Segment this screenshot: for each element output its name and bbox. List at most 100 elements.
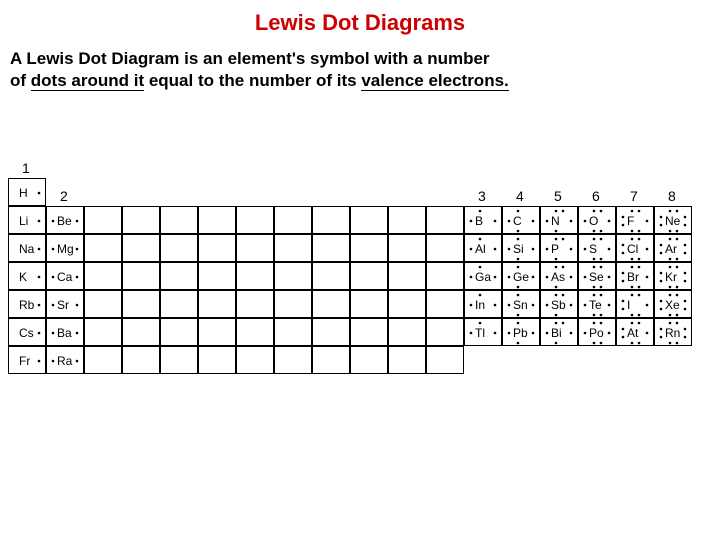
empty-cell <box>84 346 122 374</box>
empty-cell <box>236 206 274 234</box>
element-symbol: Pb <box>513 326 528 340</box>
element-cell-p: P <box>540 234 578 262</box>
element-cell-in: In <box>464 290 502 318</box>
empty-cell <box>198 206 236 234</box>
element-cell-ga: Ga <box>464 262 502 290</box>
element-symbol: Li <box>19 214 28 228</box>
element-symbol: Cl <box>627 242 638 256</box>
element-symbol: Rn <box>665 326 680 340</box>
element-symbol: H <box>19 186 28 200</box>
element-cell-o: O <box>578 206 616 234</box>
empty-cell <box>84 206 122 234</box>
empty-cell <box>274 290 312 318</box>
column-header: 5 <box>554 188 562 204</box>
empty-cell <box>236 318 274 346</box>
element-symbol: Po <box>589 326 604 340</box>
element-cell-te: Te <box>578 290 616 318</box>
empty-cell <box>312 290 350 318</box>
element-cell-se: Se <box>578 262 616 290</box>
element-symbol: Si <box>513 242 524 256</box>
element-cell-rb: Rb <box>8 290 46 318</box>
element-symbol: At <box>627 326 638 340</box>
empty-cell <box>160 318 198 346</box>
element-cell-fr: Fr <box>8 346 46 374</box>
element-cell-n: N <box>540 206 578 234</box>
empty-cell <box>350 290 388 318</box>
empty-cell <box>84 318 122 346</box>
element-symbol: As <box>551 270 565 284</box>
element-symbol: B <box>475 214 483 228</box>
column-header: 6 <box>592 188 600 204</box>
element-symbol: Be <box>57 214 72 228</box>
empty-cell <box>388 290 426 318</box>
element-symbol: Kr <box>665 270 677 284</box>
empty-cell <box>274 262 312 290</box>
element-symbol: Sb <box>551 298 566 312</box>
empty-cell <box>350 346 388 374</box>
element-symbol: Ga <box>475 270 491 284</box>
element-cell-h: H <box>8 178 46 206</box>
page-title: Lewis Dot Diagrams <box>0 10 720 36</box>
empty-cell <box>160 262 198 290</box>
empty-cell <box>388 206 426 234</box>
empty-cell <box>274 318 312 346</box>
empty-cell <box>350 206 388 234</box>
empty-cell <box>84 234 122 262</box>
element-symbol: Se <box>589 270 604 284</box>
element-symbol: Bi <box>551 326 562 340</box>
element-cell-po: Po <box>578 318 616 346</box>
column-header: 3 <box>478 188 486 204</box>
empty-cell <box>122 262 160 290</box>
page-subtitle: A Lewis Dot Diagram is an element's symb… <box>10 48 710 92</box>
empty-cell <box>122 206 160 234</box>
element-cell-kr: Kr <box>654 262 692 290</box>
element-symbol: Ca <box>57 270 72 284</box>
element-symbol: Xe <box>665 298 680 312</box>
empty-cell <box>426 318 464 346</box>
empty-cell <box>122 234 160 262</box>
element-cell-as: As <box>540 262 578 290</box>
column-header: 4 <box>516 188 524 204</box>
element-symbol: Al <box>475 242 486 256</box>
element-symbol: Cs <box>19 326 34 340</box>
empty-cell <box>388 318 426 346</box>
empty-cell <box>236 234 274 262</box>
empty-cell <box>122 346 160 374</box>
element-cell-at: At <box>616 318 654 346</box>
element-symbol: Mg <box>57 242 74 256</box>
element-symbol: K <box>19 270 27 284</box>
element-cell-sr: Sr <box>46 290 84 318</box>
element-cell-ba: Ba <box>46 318 84 346</box>
element-cell-sn: Sn <box>502 290 540 318</box>
element-symbol: P <box>551 242 559 256</box>
element-symbol: S <box>589 242 597 256</box>
column-header: 8 <box>668 188 676 204</box>
column-header: 2 <box>60 188 68 204</box>
element-symbol: Ar <box>665 242 677 256</box>
column-header: 1 <box>22 160 30 176</box>
element-symbol: Ne <box>665 214 680 228</box>
empty-cell <box>236 346 274 374</box>
element-symbol: O <box>589 214 598 228</box>
element-cell-ra: Ra <box>46 346 84 374</box>
empty-cell <box>198 346 236 374</box>
element-cell-cl: Cl <box>616 234 654 262</box>
element-cell-tl: Tl <box>464 318 502 346</box>
element-cell-s: S <box>578 234 616 262</box>
empty-cell <box>426 234 464 262</box>
element-symbol: I <box>627 298 630 312</box>
element-cell-f: F <box>616 206 654 234</box>
element-cell-al: Al <box>464 234 502 262</box>
empty-cell <box>426 206 464 234</box>
element-cell-ar: Ar <box>654 234 692 262</box>
element-symbol: Ra <box>57 354 72 368</box>
empty-cell <box>350 234 388 262</box>
empty-cell <box>236 290 274 318</box>
element-symbol: Tl <box>475 326 485 340</box>
element-cell-li: Li <box>8 206 46 234</box>
element-symbol: Sn <box>513 298 528 312</box>
element-symbol: Br <box>627 270 639 284</box>
element-cell-b: B <box>464 206 502 234</box>
empty-cell <box>84 290 122 318</box>
element-cell-k: K <box>8 262 46 290</box>
